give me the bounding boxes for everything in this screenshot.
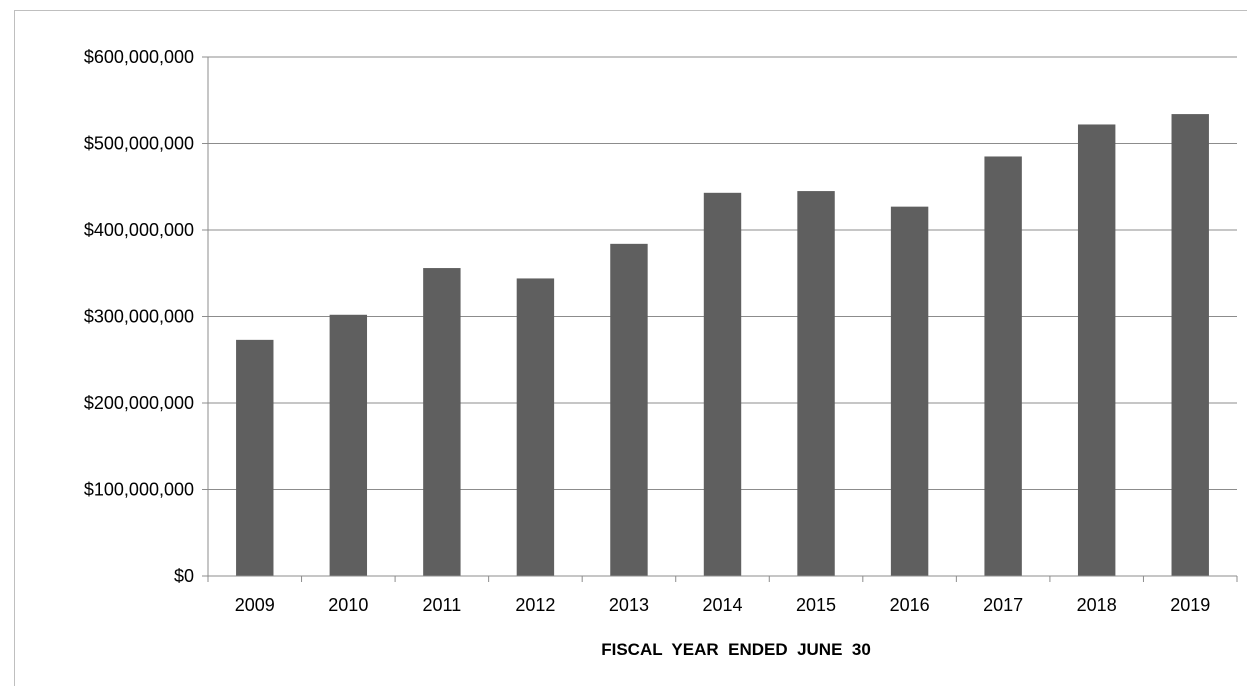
x-tick-label: 2009 (235, 595, 275, 615)
y-tick-label: $0 (174, 566, 194, 586)
y-tick-label: $300,000,000 (84, 307, 194, 327)
x-tick-label: 2013 (609, 595, 649, 615)
bar (236, 339, 274, 576)
chart-frame (14, 10, 1247, 686)
x-tick-label: 2010 (328, 595, 368, 615)
x-tick-label: 2016 (890, 595, 930, 615)
bar (797, 191, 835, 576)
x-tick-label: 2011 (423, 595, 462, 615)
axes (207, 57, 1238, 582)
x-tick-labels: 2009 2010 2011 2012 2013 2014 2015 2016 2017 2018… (235, 595, 1211, 615)
y-tick-label: $200,000,000 (84, 393, 194, 413)
bar (610, 243, 648, 576)
y-tick-label: $600,000,000 (84, 47, 194, 67)
bars (236, 114, 1209, 576)
bar (703, 192, 742, 576)
y-tick-label: $100,000,000 (84, 480, 194, 500)
x-tick-label: 2015 (796, 595, 836, 615)
x-tick-label: 2012 (515, 595, 555, 615)
bar (890, 206, 929, 576)
x-tick-label: 2019 (1170, 595, 1210, 615)
bar (423, 268, 461, 576)
bar (329, 314, 368, 576)
bar (984, 156, 1022, 576)
x-tick-label: 2014 (702, 595, 742, 615)
x-axis-title: FISCAL YEAR ENDED JUNE 30 (601, 640, 871, 659)
bar (1077, 124, 1116, 576)
bar (1171, 114, 1209, 576)
y-tick-labels: $0 $100,000,000 $200,000,000 $300,000,000 $4… (84, 47, 194, 586)
x-tick-label: 2017 (983, 595, 1023, 615)
y-tick-label: $400,000,000 (84, 220, 194, 240)
y-tick-label: $500,000,000 (84, 134, 194, 154)
bar (516, 278, 555, 576)
x-tick-label: 2018 (1077, 595, 1117, 615)
